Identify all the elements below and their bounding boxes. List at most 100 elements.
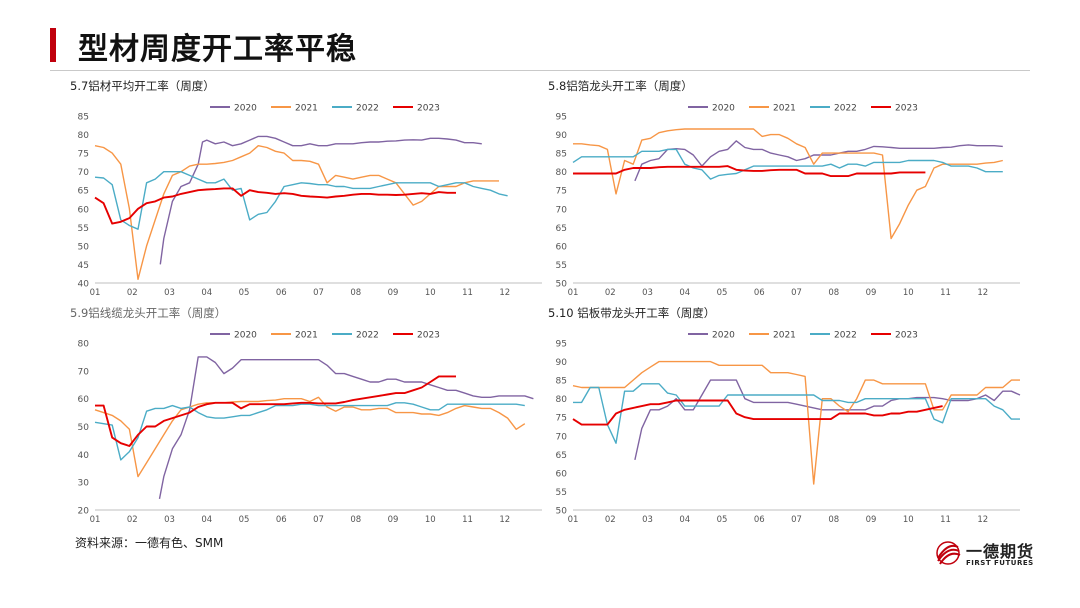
title-divider [50, 70, 1030, 71]
legend-label-2023: 2023 [417, 331, 440, 341]
line-chart: 50 55 60 65 70 75 80 85 90 95 01 02 03 04 05 06 07 08 09 10… [556, 104, 1020, 298]
x-tick-label: 01 [568, 288, 579, 298]
source-note: 资料来源：一德有色、SMM [75, 536, 224, 550]
x-tick-label: 11 [462, 515, 473, 525]
y-tick-label: 75 [78, 150, 89, 160]
x-tick-label: 10 [425, 515, 436, 525]
series-line-2022 [572, 148, 1003, 180]
y-tick-label: 55 [556, 488, 567, 498]
x-tick-label: 04 [201, 288, 212, 298]
series-line-2023 [573, 165, 926, 178]
x-tick-label: 02 [605, 288, 616, 298]
x-tick-label: 04 [201, 515, 212, 525]
x-tick-label: 11 [462, 288, 473, 298]
x-tick-label: 09 [388, 288, 399, 298]
y-tick-label: 55 [78, 224, 89, 234]
x-tick-label: 07 [313, 288, 324, 298]
y-tick-label: 75 [556, 414, 567, 424]
x-tick-label: 08 [828, 515, 839, 525]
x-tick-label: 02 [605, 515, 616, 525]
x-tick-label: 12 [499, 288, 510, 298]
legend-label-2021: 2021 [295, 104, 318, 114]
y-tick-label: 20 [78, 507, 90, 517]
y-tick-label: 50 [78, 423, 90, 433]
x-tick-label: 06 [276, 515, 287, 525]
x-tick-label: 03 [164, 515, 175, 525]
y-tick-label: 60 [78, 205, 90, 215]
legend-label-2020: 2020 [712, 104, 735, 114]
x-tick-label: 04 [679, 515, 690, 525]
y-tick-label: 70 [556, 432, 568, 442]
x-tick-label: 12 [499, 515, 510, 525]
x-tick-label: 08 [350, 515, 361, 525]
x-tick-label: 03 [642, 515, 653, 525]
y-tick-label: 85 [78, 113, 89, 123]
y-tick-label: 60 [556, 469, 568, 479]
x-tick-label: 06 [754, 515, 765, 525]
chart-panel-aluminum-average: 40 45 50 55 60 65 70 75 80 85 01 02 03 04 05 06 07 08 09 10… [62, 76, 547, 301]
legend-label-2021: 2021 [773, 104, 796, 114]
x-tick-label: 05 [717, 515, 728, 525]
y-tick-label: 80 [556, 168, 568, 178]
legend-label-2022: 2022 [356, 104, 379, 114]
y-tick-label: 50 [78, 242, 90, 252]
y-tick-label: 70 [556, 205, 568, 215]
y-tick-label: 40 [78, 451, 90, 461]
series-line-2021 [94, 396, 526, 478]
legend-label-2021: 2021 [773, 331, 796, 341]
y-tick-label: 95 [556, 113, 567, 123]
company-logo: 一德期货 FIRST FUTURES [934, 538, 1034, 568]
x-tick-label: 09 [866, 288, 877, 298]
legend-label-2022: 2022 [834, 104, 857, 114]
x-tick-label: 01 [90, 515, 101, 525]
chart-title: 5.8铝箔龙头开工率（周度） [548, 79, 693, 93]
x-tick-label: 07 [791, 288, 802, 298]
x-tick-label: 08 [828, 288, 839, 298]
line-chart: 20 30 40 50 60 70 80 01 02 03 04 05 06 07 08 09 10 11 12 20… [78, 331, 542, 525]
y-tick-label: 80 [78, 340, 90, 350]
line-chart: 50 55 60 65 70 75 80 85 90 95 01 02 03 04 05 06 07 08 09 10… [556, 331, 1021, 525]
y-tick-label: 50 [556, 280, 568, 290]
x-tick-label: 12 [977, 515, 988, 525]
y-tick-label: 70 [78, 168, 90, 178]
page-title: 型材周度开工率平稳 [78, 32, 357, 67]
y-tick-label: 55 [556, 261, 567, 271]
y-tick-label: 60 [556, 242, 568, 252]
chart-panel-aluminum-foil: 50 55 60 65 70 75 80 85 90 95 01 02 03 04 05 06 07 08 09 10… [540, 76, 1025, 301]
logo-emblem-icon [936, 541, 961, 565]
legend-label-2020: 2020 [234, 104, 257, 114]
x-tick-label: 11 [940, 288, 951, 298]
x-tick-label: 01 [90, 288, 101, 298]
series-line-2021 [573, 128, 1003, 240]
legend-label-2023: 2023 [895, 331, 918, 341]
y-tick-label: 75 [556, 187, 567, 197]
x-tick-label: 03 [164, 288, 175, 298]
legend-label-2020: 2020 [712, 331, 735, 341]
legend-label-2022: 2022 [834, 331, 857, 341]
x-tick-label: 06 [276, 288, 287, 298]
y-tick-label: 60 [78, 395, 90, 405]
x-tick-label: 10 [903, 515, 914, 525]
legend-label-2021: 2021 [295, 331, 318, 341]
x-tick-label: 10 [425, 288, 436, 298]
y-tick-label: 95 [556, 340, 567, 350]
title-accent-bar [50, 28, 56, 62]
legend-label-2020: 2020 [234, 331, 257, 341]
chart-panel-aluminum-plate-strip: 50 55 60 65 70 75 80 85 90 95 01 02 03 04 05 06 07 08 09 10… [540, 303, 1025, 528]
series-line-2021 [572, 360, 1020, 485]
y-tick-label: 90 [556, 358, 568, 368]
series-line-2020 [159, 135, 482, 265]
series-line-2020 [634, 140, 1003, 182]
y-tick-label: 45 [78, 261, 89, 271]
series-line-2020 [634, 379, 1021, 461]
x-tick-label: 07 [791, 515, 802, 525]
chart-title: 5.10 铝板带龙头开工率（周度） [548, 306, 716, 320]
series-line-2022 [94, 402, 525, 461]
x-tick-label: 04 [679, 288, 690, 298]
y-tick-label: 50 [556, 507, 568, 517]
x-tick-label: 08 [350, 288, 361, 298]
legend-label-2023: 2023 [895, 104, 918, 114]
legend-label-2023: 2023 [417, 104, 440, 114]
x-tick-label: 10 [903, 288, 914, 298]
series-line-2023 [572, 399, 943, 426]
